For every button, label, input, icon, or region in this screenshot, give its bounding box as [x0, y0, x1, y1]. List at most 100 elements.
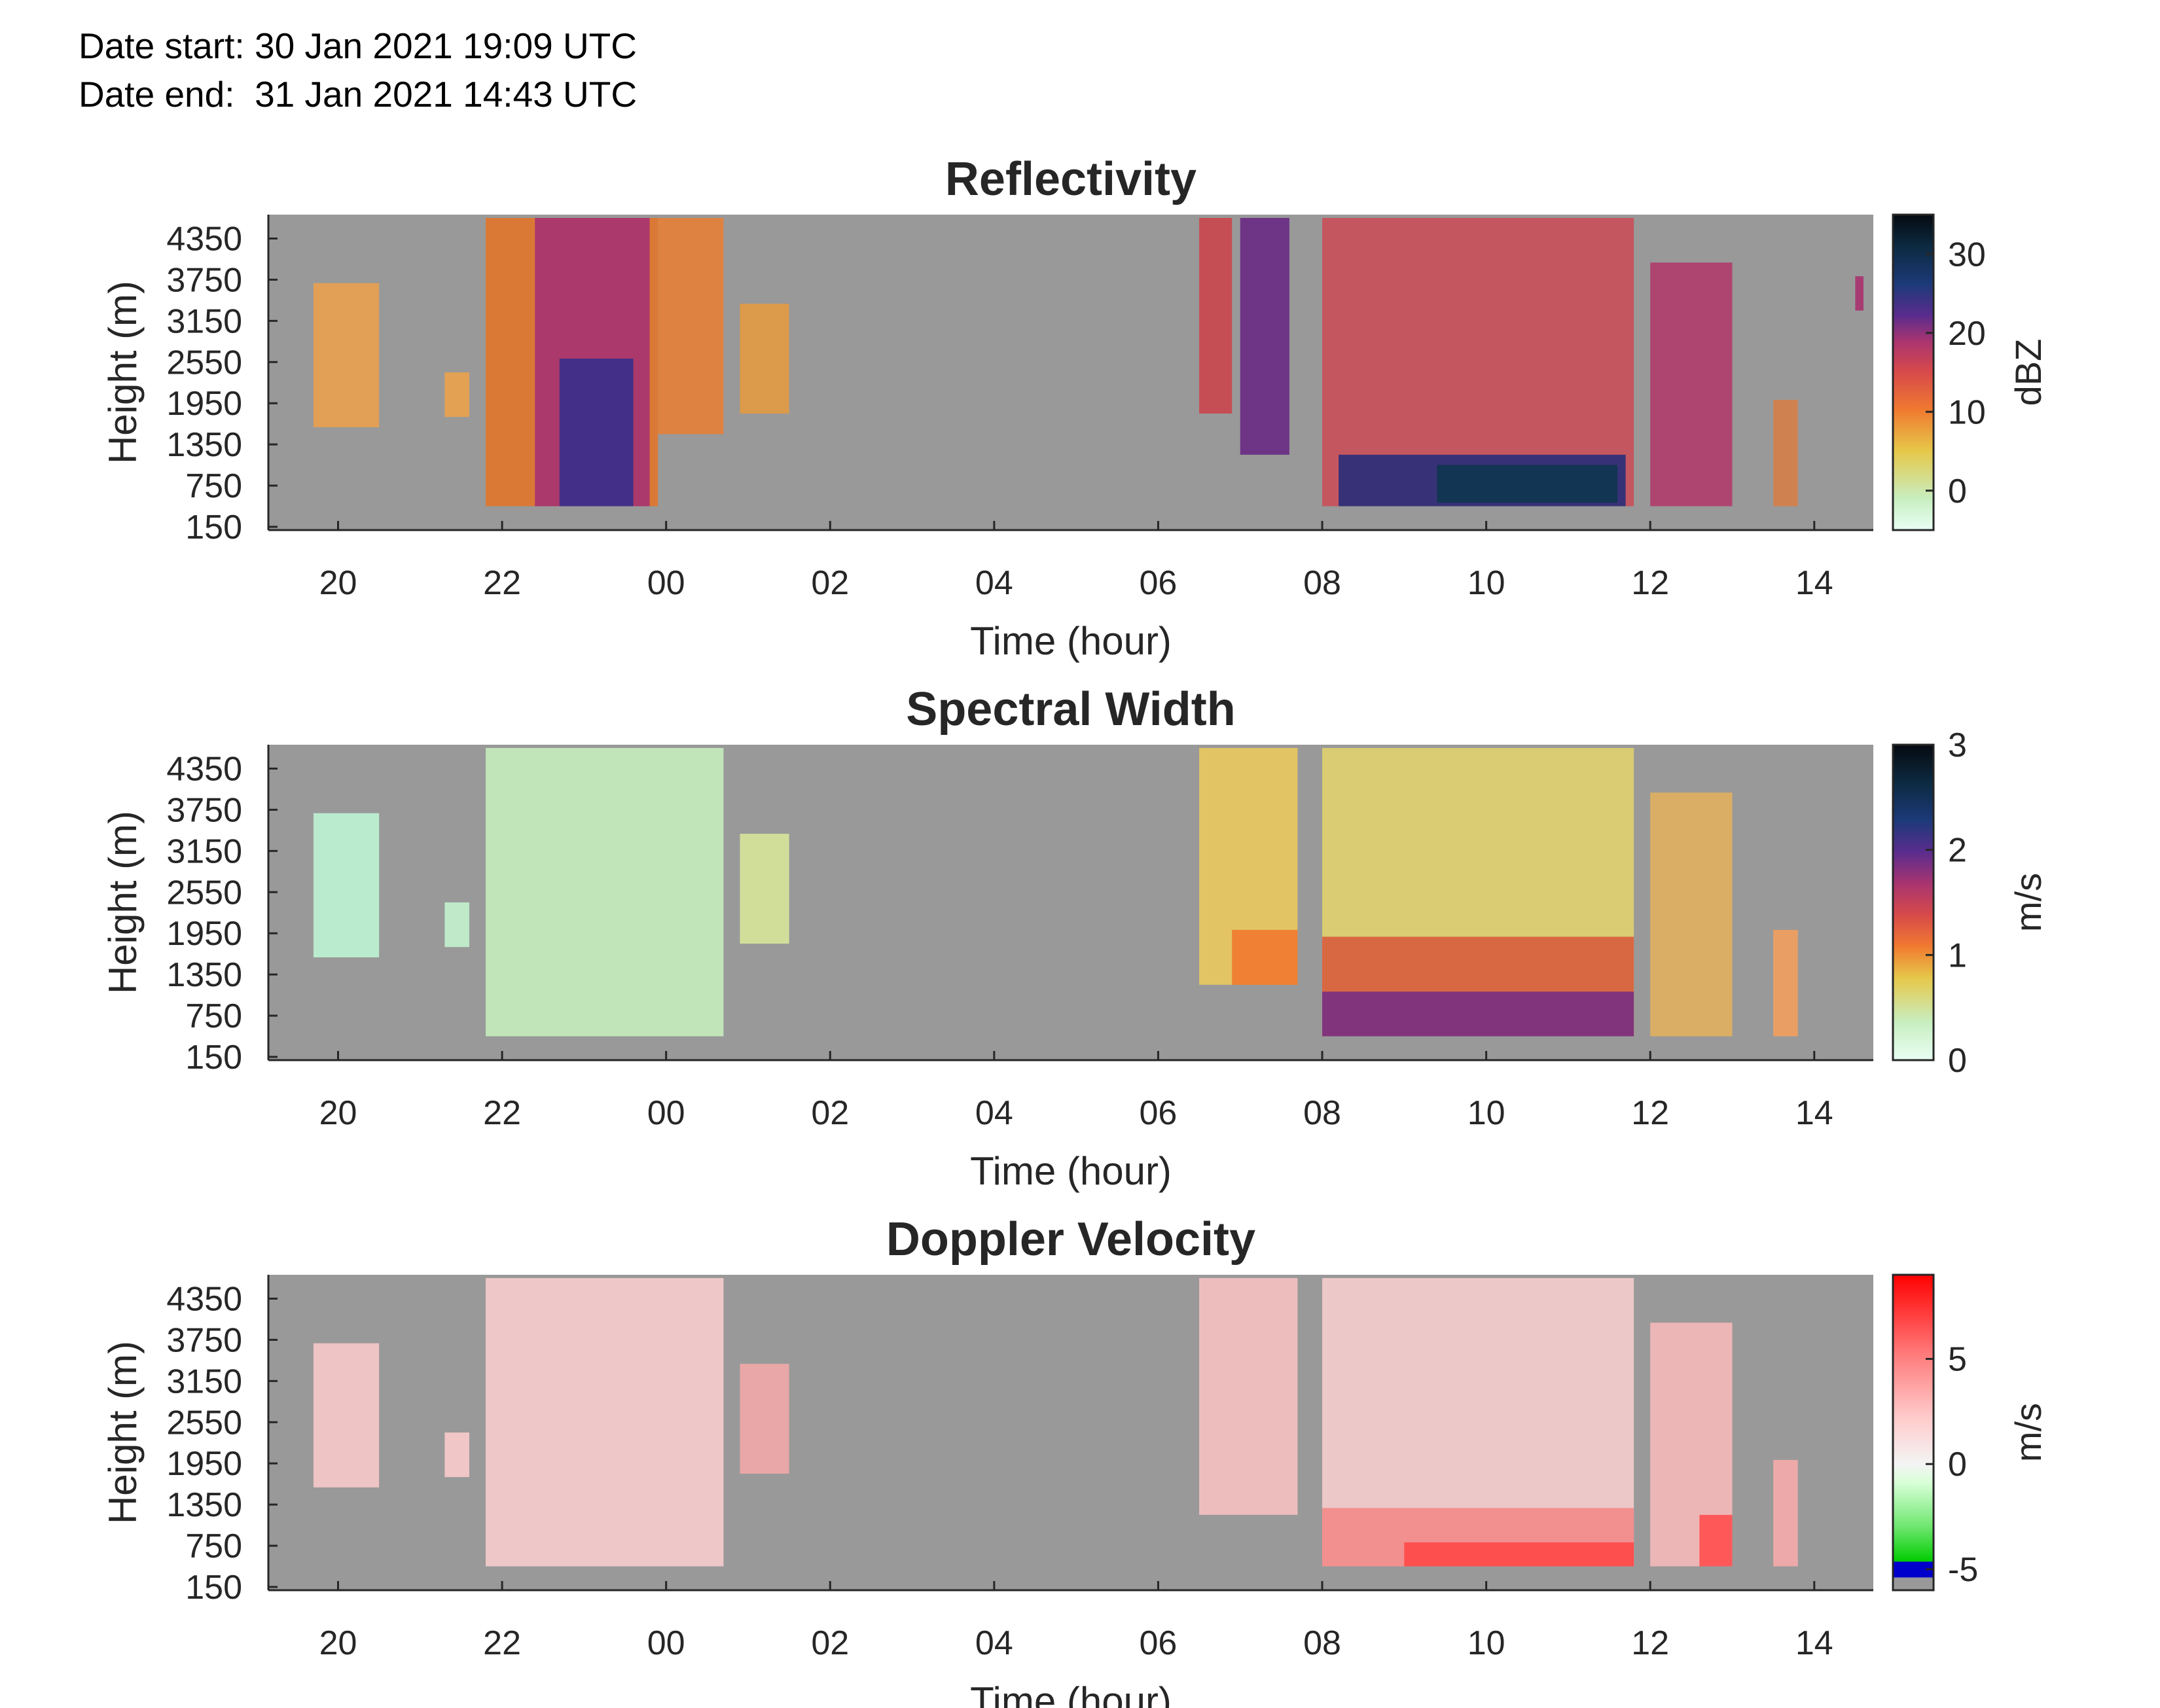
x-tick-label: 06	[1140, 1094, 1178, 1132]
colorbar-tick-label: 0	[1948, 1446, 1967, 1484]
x-tick-label: 12	[1631, 1094, 1669, 1132]
y-tick-label: 750	[185, 1527, 242, 1565]
colorbar-label: dBZ	[2007, 339, 2049, 406]
y-axis-label: Height (m)	[101, 1341, 145, 1524]
echo-region	[313, 1343, 380, 1487]
colorbar-label: m/s	[2007, 1403, 2049, 1462]
x-tick-label: 14	[1795, 564, 1833, 602]
y-tick-label: 1350	[166, 1486, 242, 1524]
colorbar-tick-label: -5	[1948, 1551, 1978, 1589]
y-tick-label: 750	[185, 467, 242, 505]
echo-layer	[313, 1278, 1798, 1567]
echo-region	[1240, 218, 1289, 455]
echo-region	[1773, 399, 1798, 507]
y-tick-label: 2550	[166, 1404, 242, 1442]
x-tick-label: 02	[811, 1624, 849, 1662]
echo-region	[486, 1278, 724, 1567]
y-tick-label: 2550	[166, 874, 242, 912]
x-tick-label: 22	[483, 1624, 521, 1662]
echo-region	[1199, 218, 1233, 414]
y-tick-label: 3150	[166, 832, 242, 870]
x-tick-label: 00	[647, 1094, 685, 1132]
x-tick-label: 20	[319, 1624, 357, 1662]
panel-1: Reflectivity 20 22 00 02 04 06 08 10 12 14 Time (ho…	[101, 153, 2049, 663]
x-axis-label: Time (hour)	[970, 1149, 1172, 1193]
panel-title: Reflectivity	[945, 153, 1197, 205]
echo-region	[1650, 792, 1733, 1037]
y-axis-label: Height (m)	[101, 281, 145, 464]
y-axis-label: Height (m)	[101, 811, 145, 994]
x-tick-label: 14	[1795, 1624, 1833, 1662]
x-tick-label: 22	[483, 564, 521, 602]
y-tick-label: 1950	[166, 385, 242, 423]
echo-region	[1773, 1459, 1798, 1567]
echo-region	[1650, 262, 1733, 507]
y-tick-label: 1350	[166, 426, 242, 464]
x-tick-label: 00	[647, 564, 685, 602]
y-tick-label: 150	[185, 1039, 242, 1076]
y-tick-label: 3150	[166, 302, 242, 340]
x-tick-label: 22	[483, 1094, 521, 1132]
echo-region	[1404, 1542, 1634, 1567]
x-tick-label: 04	[975, 564, 1013, 602]
x-tick-label: 20	[319, 564, 357, 602]
echo-region	[740, 304, 789, 414]
date-start: Date start: 30 Jan 2021 19:09 UTC	[79, 26, 637, 66]
echo-region	[1322, 991, 1634, 1037]
x-tick-label: 10	[1467, 1624, 1505, 1662]
echo-region	[444, 1432, 469, 1478]
y-tick-label: 3150	[166, 1362, 242, 1400]
colorbar	[1892, 743, 1935, 1061]
y-tick-label: 4350	[166, 750, 242, 788]
y-tick-label: 4350	[166, 1280, 242, 1318]
echo-region	[1199, 1278, 1298, 1515]
echo-region	[444, 902, 469, 948]
y-tick-label: 4350	[166, 220, 242, 258]
echo-region	[486, 748, 724, 1037]
colorbar	[1892, 1273, 1935, 1592]
x-tick-label: 06	[1140, 1624, 1178, 1662]
echo-region	[1773, 929, 1798, 1037]
x-tick-label: 08	[1303, 1624, 1341, 1662]
x-tick-label: 12	[1631, 564, 1669, 602]
panel-3: Doppler Velocity 20 22 00 02 04 06 08 10 12 14 Time…	[101, 1213, 2049, 1708]
x-tick-label: 04	[975, 1094, 1013, 1132]
colorbar-tick-label: 30	[1948, 236, 1986, 274]
colorbar-tick-label: 0	[1948, 472, 1967, 510]
echo-layer	[313, 218, 1863, 507]
echo-region	[559, 359, 634, 507]
colorbar-tick-label: 10	[1948, 393, 1986, 431]
y-tick-label: 3750	[166, 261, 242, 299]
panel-title: Spectral Width	[906, 683, 1235, 736]
y-tick-label: 2550	[166, 344, 242, 382]
colorbar-label: m/s	[2007, 873, 2049, 932]
colorbar-tick-label: 1	[1948, 936, 1967, 974]
x-tick-label: 20	[319, 1094, 357, 1132]
echo-region	[313, 813, 380, 957]
echo-layer	[313, 748, 1798, 1037]
x-tick-label: 10	[1467, 564, 1505, 602]
echo-region	[444, 372, 469, 418]
echo-region	[740, 1364, 789, 1474]
x-tick-label: 08	[1303, 1094, 1341, 1132]
y-tick-label: 3750	[166, 1321, 242, 1359]
x-axis-label: Time (hour)	[970, 1679, 1172, 1708]
x-tick-label: 08	[1303, 564, 1341, 602]
x-tick-label: 00	[647, 1624, 685, 1662]
echo-region	[1699, 1514, 1733, 1567]
y-tick-label: 1950	[166, 1445, 242, 1483]
echo-region	[658, 218, 724, 435]
colorbar-tick-label: 20	[1948, 315, 1986, 353]
x-tick-label: 12	[1631, 1624, 1669, 1662]
colorbar-tick-label: 5	[1948, 1341, 1967, 1379]
y-tick-label: 1950	[166, 915, 242, 953]
colorbar-tick-label: 2	[1948, 832, 1967, 870]
date-end: Date end: 31 Jan 2021 14:43 UTC	[79, 74, 638, 115]
panel-title: Doppler Velocity	[886, 1213, 1255, 1266]
y-tick-label: 750	[185, 997, 242, 1035]
echo-region	[740, 834, 789, 944]
y-tick-label: 150	[185, 508, 242, 546]
echo-region	[1855, 276, 1863, 311]
